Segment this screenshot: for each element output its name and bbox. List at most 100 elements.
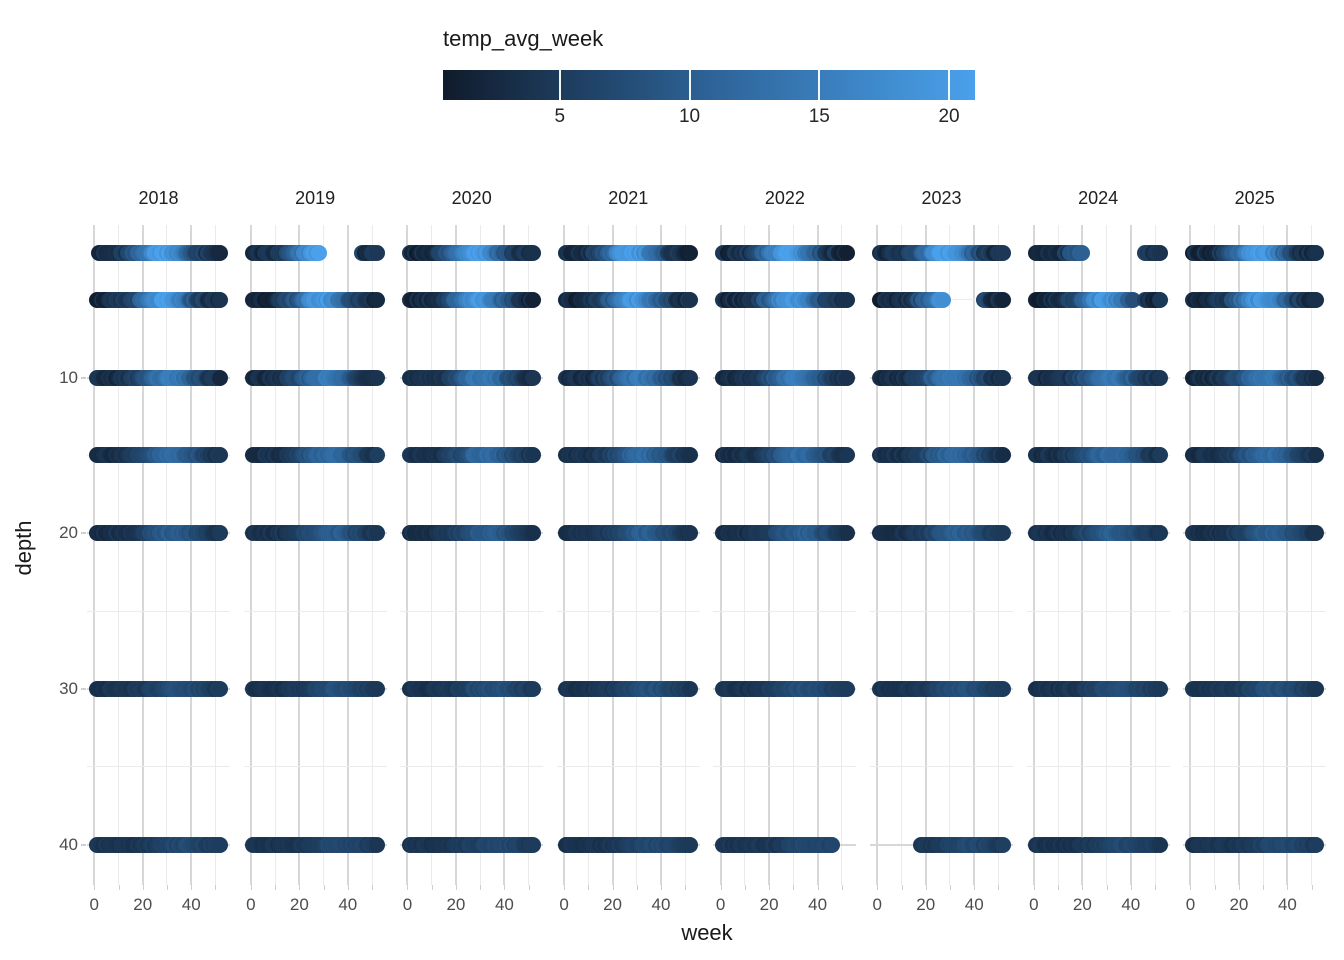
x-axis-tick xyxy=(323,885,325,890)
x-axis-tick xyxy=(431,885,433,890)
gridline-minor-v xyxy=(118,225,119,885)
point-row-depth-30 xyxy=(87,225,230,885)
x-axis-tick xyxy=(347,885,349,890)
x-tick-label: 40 xyxy=(964,895,984,914)
x-axis-tick xyxy=(528,885,530,890)
x-tick-label: 0 xyxy=(1029,895,1039,914)
data-point xyxy=(1151,836,1168,853)
x-axis-tick xyxy=(1155,885,1157,890)
data-point xyxy=(212,447,229,464)
colorbar-tick-label: 20 xyxy=(938,106,960,127)
y-tick-label: 40 xyxy=(59,834,78,854)
x-axis-tick xyxy=(1311,885,1313,890)
facet-label-2022: 2022 xyxy=(764,188,805,208)
x-axis-tick xyxy=(1238,885,1240,890)
x-axis-tick xyxy=(685,885,687,890)
x-axis-tick xyxy=(817,885,819,890)
x-axis-tick xyxy=(841,885,843,890)
x-axis-tick xyxy=(974,885,976,890)
facet-panel-2021: 0 20 40 xyxy=(556,225,700,914)
x-tick-label: 20 xyxy=(1229,895,1249,914)
x-axis-tick xyxy=(720,885,722,890)
x-axis-tick xyxy=(142,885,144,890)
x-tick-label: 0 xyxy=(89,895,99,914)
x-tick-label: 40 xyxy=(1277,895,1297,914)
x-axis-tick xyxy=(480,885,482,890)
colorbar-tick-label: 10 xyxy=(678,106,701,127)
x-axis-tick xyxy=(564,885,566,890)
data-point xyxy=(824,836,841,853)
x-axis-tick xyxy=(1058,885,1060,890)
x-axis-tick xyxy=(166,885,168,890)
x-tick-label: 20 xyxy=(133,895,153,914)
facet-panel-2019: 0 20 40 xyxy=(243,225,387,914)
point-row-depth-5 xyxy=(87,225,230,885)
data-point xyxy=(212,836,229,853)
x-axis-tick xyxy=(1106,885,1108,890)
colorbar-gradient: 5 10 15 20 xyxy=(443,70,975,127)
x-axis-tick xyxy=(793,885,795,890)
legend-title: temp_avg_week xyxy=(443,26,604,51)
x-axis-tick xyxy=(998,885,1000,890)
x-axis-tick xyxy=(504,885,506,890)
y-tick-label: 10 xyxy=(59,367,78,387)
x-axis-tick xyxy=(250,885,252,890)
x-tick-label: 0 xyxy=(559,895,569,914)
x-tick-label: 0 xyxy=(872,895,882,914)
point-row-depth-40 xyxy=(400,225,543,885)
point-row-depth-40 xyxy=(87,225,230,885)
x-axis-tick xyxy=(118,885,120,890)
x-axis-tick xyxy=(372,885,374,890)
x-axis-tick xyxy=(191,885,193,890)
x-tick-label: 0 xyxy=(1185,895,1196,914)
data-point xyxy=(212,245,229,262)
x-tick-label: 40 xyxy=(808,895,828,914)
colorbar-tick-label: 15 xyxy=(808,106,830,127)
gridline-minor-h xyxy=(87,766,230,768)
gridline-major-v xyxy=(141,225,144,885)
x-tick-label: 20 xyxy=(759,895,779,914)
x-axis-tick xyxy=(877,885,879,890)
x-axis-tick xyxy=(299,885,301,890)
colorbar-tick-label: 5 xyxy=(554,106,566,127)
data-point xyxy=(212,525,229,542)
x-axis-tick xyxy=(1214,885,1216,890)
x-axis-tick xyxy=(407,885,409,890)
x-tick-label: 40 xyxy=(181,895,201,914)
x-tick-label: 40 xyxy=(494,895,514,914)
point-row-depth-15 xyxy=(87,225,230,885)
gridline-major-v xyxy=(93,225,96,885)
point-row-depth-40 xyxy=(870,225,1013,885)
data-point xyxy=(995,836,1012,853)
colorbar-tick xyxy=(818,70,821,100)
point-row-depth-20 xyxy=(87,225,230,885)
x-tick-label: 20 xyxy=(289,895,309,914)
data-point xyxy=(525,836,542,853)
x-axis-tick xyxy=(1033,885,1035,890)
point-row-depth-40 xyxy=(244,225,387,885)
colorbar-tick xyxy=(558,70,561,100)
facet-panel-2023: 0 20 40 xyxy=(870,225,1013,914)
point-row-depth-2 xyxy=(87,225,230,885)
facet-panel-2020: 0 20 40 xyxy=(400,225,544,914)
x-axis-tick xyxy=(1190,885,1192,890)
x-axis-tick xyxy=(275,885,277,890)
y-tick-label: 30 xyxy=(59,678,78,698)
x-axis-tick xyxy=(612,885,614,890)
point-row-depth-10 xyxy=(87,225,230,885)
point-row-depth-40 xyxy=(1027,225,1170,885)
x-tick-label: 20 xyxy=(916,895,936,914)
data-point xyxy=(1308,836,1325,853)
facet-label-2018: 2018 xyxy=(138,188,179,208)
facet-label-2021: 2021 xyxy=(608,188,649,208)
data-point xyxy=(682,836,699,853)
x-axis-tick xyxy=(1287,885,1289,890)
x-axis-tick xyxy=(769,885,771,890)
facet-panel-2018: 0 20 40 xyxy=(87,225,230,914)
x-axis-tick xyxy=(588,885,590,890)
colorbar-legend: temp_avg_week xyxy=(443,26,603,52)
x-axis-tick xyxy=(94,885,96,890)
gridline-major-v xyxy=(190,225,193,885)
facet-panel-2025: 0 20 40 xyxy=(1183,225,1327,914)
x-axis-tick xyxy=(455,885,457,890)
